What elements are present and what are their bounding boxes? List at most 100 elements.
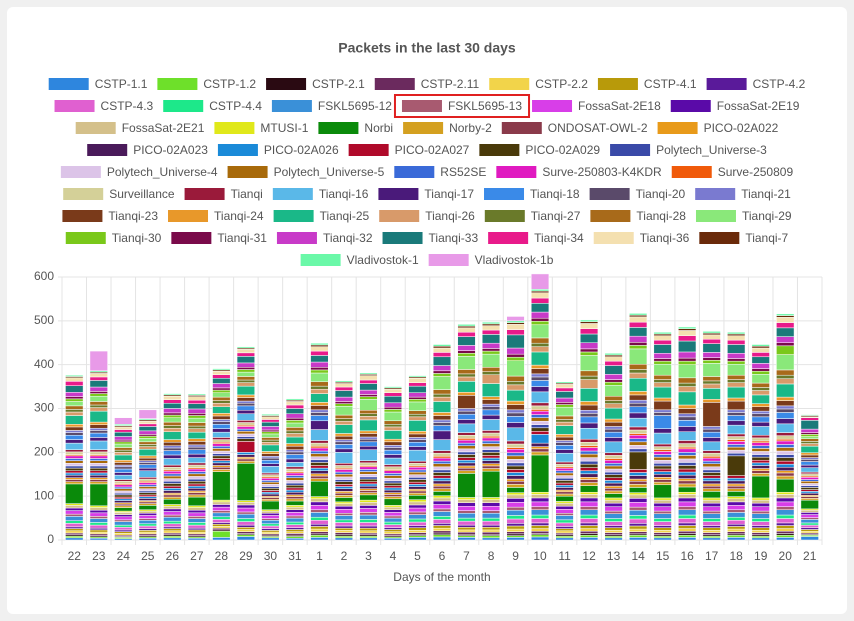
- legend-label[interactable]: Tianqi-30: [112, 231, 162, 245]
- legend-label[interactable]: Polytech_Universe-4: [107, 165, 218, 179]
- legend-label[interactable]: Polytech_Universe-5: [274, 165, 385, 179]
- legend-label[interactable]: Tianqi-36: [640, 231, 690, 245]
- legend-label[interactable]: Tianqi-21: [741, 187, 791, 201]
- legend-swatch[interactable]: [163, 100, 204, 112]
- legend-swatch[interactable]: [60, 166, 101, 178]
- legend-label[interactable]: Tianqi-23: [108, 209, 158, 223]
- legend-swatch[interactable]: [699, 232, 740, 244]
- legend-label[interactable]: Tianqi-16: [319, 187, 369, 201]
- legend-label[interactable]: MTUSI-1: [260, 121, 308, 135]
- legend-label[interactable]: Tianqi-26: [425, 209, 475, 223]
- legend-label[interactable]: RS52SE: [440, 165, 486, 179]
- legend-swatch[interactable]: [378, 188, 419, 200]
- legend-label[interactable]: PICO-02A029: [525, 143, 600, 157]
- legend-label[interactable]: FossaSat-2E21: [122, 121, 205, 135]
- legend-swatch[interactable]: [168, 210, 209, 222]
- legend-label[interactable]: Tianqi-29: [742, 209, 792, 223]
- legend-label[interactable]: Tianqi-32: [323, 231, 373, 245]
- legend-swatch[interactable]: [532, 100, 573, 112]
- legend-label[interactable]: Surve-250803-K4KDR: [542, 165, 662, 179]
- legend-label[interactable]: FossaSat-2E19: [717, 99, 800, 113]
- legend-swatch[interactable]: [54, 100, 95, 112]
- legend-label[interactable]: CSTP-1.1: [95, 77, 148, 91]
- legend-label[interactable]: CSTP-1.2: [203, 77, 256, 91]
- legend-swatch[interactable]: [318, 122, 359, 134]
- legend-swatch[interactable]: [214, 122, 255, 134]
- legend-swatch[interactable]: [670, 100, 711, 112]
- legend-label[interactable]: Tianqi-28: [636, 209, 686, 223]
- legend-swatch[interactable]: [171, 232, 212, 244]
- legend-swatch[interactable]: [428, 254, 469, 266]
- legend-label[interactable]: Tianqi-24: [214, 209, 264, 223]
- legend-swatch[interactable]: [484, 210, 525, 222]
- legend-swatch[interactable]: [590, 210, 631, 222]
- legend-label[interactable]: CSTP-4.4: [209, 99, 262, 113]
- legend-label[interactable]: Polytech_Universe-3: [656, 143, 767, 157]
- legend-swatch[interactable]: [382, 232, 423, 244]
- legend-swatch[interactable]: [589, 188, 630, 200]
- legend-swatch[interactable]: [401, 100, 442, 112]
- legend-label[interactable]: PICO-02A027: [395, 143, 470, 157]
- legend-label[interactable]: Tianqi-33: [429, 231, 479, 245]
- legend-swatch[interactable]: [706, 78, 747, 90]
- legend-label[interactable]: PICO-02A023: [133, 143, 208, 157]
- legend-swatch[interactable]: [348, 144, 389, 156]
- legend-swatch[interactable]: [272, 188, 313, 200]
- legend-swatch[interactable]: [227, 166, 268, 178]
- legend-label[interactable]: Vladivostok-1b: [475, 253, 554, 267]
- legend-swatch[interactable]: [379, 210, 420, 222]
- legend-label[interactable]: Tianqi-27: [531, 209, 581, 223]
- legend-swatch[interactable]: [489, 78, 530, 90]
- legend-label[interactable]: PICO-02A022: [704, 121, 779, 135]
- legend-label[interactable]: Tianqi-31: [217, 231, 267, 245]
- legend-label[interactable]: CSTP-4.1: [644, 77, 697, 91]
- legend-swatch[interactable]: [695, 210, 736, 222]
- legend-label[interactable]: CSTP-4.3: [101, 99, 154, 113]
- legend-swatch[interactable]: [65, 232, 106, 244]
- legend-swatch[interactable]: [217, 144, 258, 156]
- legend-label[interactable]: FossaSat-2E18: [578, 99, 661, 113]
- legend-label[interactable]: Vladivostok-1: [347, 253, 419, 267]
- legend-label[interactable]: FSKL5695-13: [448, 99, 522, 113]
- legend-label[interactable]: CSTP-2.2: [535, 77, 588, 91]
- legend-swatch[interactable]: [657, 122, 698, 134]
- legend-label[interactable]: Tianqi-18: [530, 187, 580, 201]
- legend-label[interactable]: CSTP-2.1: [312, 77, 365, 91]
- legend-label[interactable]: Tianqi-34: [534, 231, 584, 245]
- legend-swatch[interactable]: [276, 232, 317, 244]
- legend-label[interactable]: Tianqi-20: [636, 187, 686, 201]
- legend-label[interactable]: Norbi: [364, 121, 393, 135]
- legend-swatch[interactable]: [394, 166, 435, 178]
- legend-swatch[interactable]: [671, 166, 712, 178]
- legend-swatch[interactable]: [266, 78, 307, 90]
- legend-label[interactable]: ONDOSAT-OWL-2: [548, 121, 648, 135]
- legend-swatch[interactable]: [403, 122, 444, 134]
- legend-swatch[interactable]: [48, 78, 89, 90]
- legend-label[interactable]: Norby-2: [449, 121, 492, 135]
- legend-label[interactable]: CSTP-2.11: [421, 77, 480, 91]
- legend-swatch[interactable]: [62, 210, 103, 222]
- legend-swatch[interactable]: [695, 188, 736, 200]
- legend-swatch[interactable]: [488, 232, 529, 244]
- legend-label[interactable]: Tianqi-7: [745, 231, 788, 245]
- legend-label[interactable]: Surve-250809: [718, 165, 794, 179]
- legend-swatch[interactable]: [479, 144, 520, 156]
- legend-label[interactable]: FSKL5695-12: [318, 99, 392, 113]
- legend-swatch[interactable]: [271, 100, 312, 112]
- legend-swatch[interactable]: [597, 78, 638, 90]
- legend-swatch[interactable]: [374, 78, 415, 90]
- legend-swatch[interactable]: [610, 144, 651, 156]
- legend-swatch[interactable]: [87, 144, 128, 156]
- legend-swatch[interactable]: [501, 122, 542, 134]
- legend-label[interactable]: PICO-02A026: [264, 143, 339, 157]
- legend-label[interactable]: Surveillance: [109, 187, 175, 201]
- legend-swatch[interactable]: [496, 166, 537, 178]
- legend-label[interactable]: Tianqi-25: [320, 209, 370, 223]
- legend-label[interactable]: Tianqi-17: [424, 187, 474, 201]
- legend-swatch[interactable]: [63, 188, 104, 200]
- legend-swatch[interactable]: [184, 188, 225, 200]
- legend-swatch[interactable]: [484, 188, 525, 200]
- legend-label[interactable]: CSTP-4.2: [753, 77, 806, 91]
- legend-swatch[interactable]: [157, 78, 198, 90]
- legend-swatch[interactable]: [273, 210, 314, 222]
